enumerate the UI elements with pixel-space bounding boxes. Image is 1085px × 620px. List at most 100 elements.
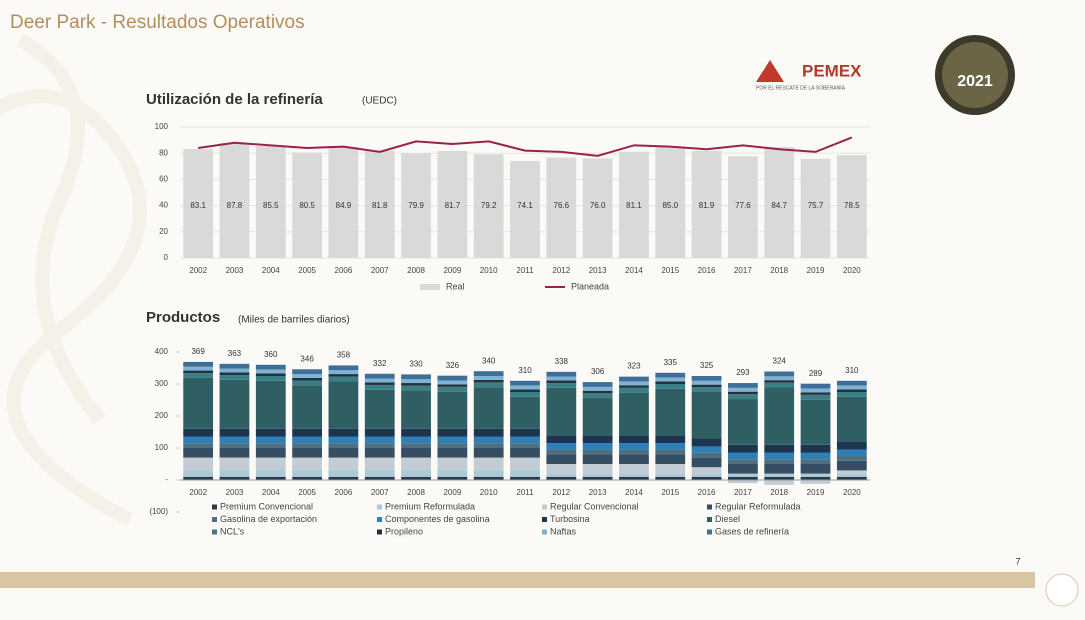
bar-segment [255,376,286,381]
value-label: 79.9 [408,201,424,210]
x-tick-label: 2005 [298,488,316,497]
bar-segment [546,454,577,464]
bar-segment [328,381,359,429]
x-tick-label: 2019 [807,266,825,275]
bar-segment [836,449,867,456]
emblem-inner [942,42,1008,108]
bar-segment [691,392,722,439]
bar-segment [292,448,322,458]
bar-segment [328,436,359,444]
legend-label: Planeada [571,281,609,291]
value-label: 81.9 [699,201,715,210]
footer-logo [1045,573,1079,607]
bar-segment [655,454,686,464]
bar-segment [364,428,395,437]
bar [437,150,468,258]
bar-segment [183,361,214,367]
bar-segment [401,379,431,384]
x-tick-label: 2014 [625,266,643,275]
bar-segment [401,428,431,437]
bar-segment [219,470,250,477]
total-label: 289 [809,369,823,378]
bar-segment [328,457,359,471]
bar-segment [183,476,214,480]
bar-segment [328,374,359,377]
bar-segment [764,464,795,474]
logo-brand: PEMEX [802,61,862,80]
bar-segment [836,385,867,390]
bar-segment [292,377,322,381]
bar-segment [836,441,867,450]
bar [401,153,431,258]
x-tick-label: 2019 [807,488,825,497]
bar-segment [800,388,831,393]
bar [836,155,867,258]
bar-segment [510,396,540,429]
bar-segment [510,470,540,477]
bar-segment [691,438,722,447]
bar-segment [800,394,831,400]
x-tick-label: 2009 [443,266,461,275]
bar-segment [401,383,431,386]
total-label: 338 [555,357,569,366]
legend-swatch [212,529,217,535]
total-label: 335 [664,358,678,367]
bar-segment [328,428,359,437]
value-label: 85.5 [263,201,279,210]
footer-band [0,572,1035,588]
bar-segment [691,387,722,392]
bar [328,146,359,258]
bar-segment [691,476,722,480]
bar-segment [619,454,649,464]
bar-segment [582,398,613,436]
total-label: 293 [736,368,750,377]
bar-segment [401,470,431,477]
bar-segment [800,459,831,464]
bar-segment [546,464,577,474]
y-tick-label: 300 [155,379,169,388]
x-tick-label: 2016 [698,488,716,497]
bar-segment [437,380,468,385]
bar-segment [364,378,395,383]
logo-tagline: POR EL RESCATE DE LA SOBERANÍA [756,84,846,91]
bar-segment [183,457,214,471]
bar-segment [800,444,831,453]
y-tick-label: 80 [159,148,168,157]
x-tick-label: 2013 [589,266,607,275]
legend-swatch [707,504,712,510]
bar-segment [582,393,613,399]
bar-segment [546,443,577,450]
bar-segment [510,448,540,458]
y-tick-label: 40 [159,201,168,210]
y-tick-label: 0 [164,253,169,262]
bar-segment [292,457,322,471]
value-label: 84.7 [771,201,787,210]
bar-segment [655,372,686,378]
bar-segment [582,382,613,387]
bar-segment [437,386,468,392]
bar-segment [800,399,831,445]
value-label: 75.7 [808,201,824,210]
bar-segment [836,470,867,474]
bar-segment [764,444,795,453]
total-label: 325 [700,361,714,370]
bar-segment [728,459,758,464]
bar-segment [219,457,250,471]
bar-segment [292,380,322,386]
legend-label: Premium Convencional [220,501,313,511]
bar-segment [619,381,649,386]
x-tick-label: 2017 [734,266,752,275]
bar-segment [728,399,758,445]
x-tick-label: 2017 [734,488,752,497]
legend-label: Premium Reformulada [385,501,475,511]
bar-segment [728,391,758,395]
bar-segment [364,476,395,480]
bar-segment [836,473,867,477]
legend-label: Regular Reformulada [715,501,801,511]
legend-label: Real [446,281,465,291]
bar-segment [255,476,286,480]
bar-segment [619,387,649,393]
value-label: 85.0 [662,201,678,210]
bar-segment [691,452,722,458]
bar-segment [728,444,758,453]
